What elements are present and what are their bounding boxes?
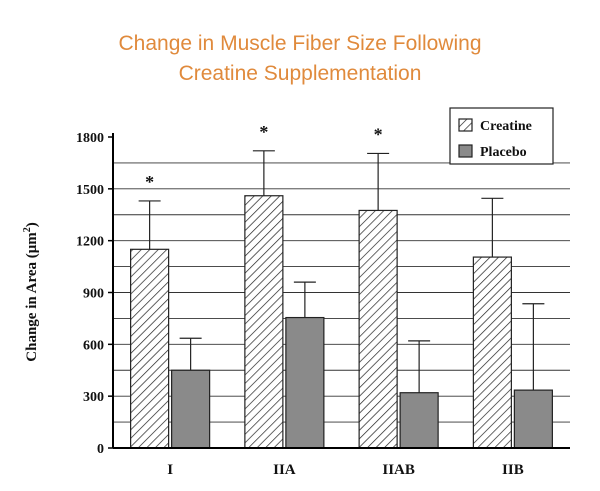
y-tick-label: 300: [83, 390, 104, 405]
legend-swatch-placebo: [458, 144, 473, 158]
significance-marker: *: [259, 122, 268, 142]
legend-label-creatine: Creatine: [480, 119, 532, 134]
legend-label-placebo: Placebo: [480, 145, 527, 160]
bar-placebo-iib: [513, 389, 553, 449]
y-tick-label: 1500: [76, 183, 104, 198]
legend: Creatine Placebo: [449, 107, 554, 165]
chart-title-line-1: Change in Muscle Fiber Size Following: [118, 32, 482, 55]
y-tick-label: 600: [83, 338, 104, 353]
significance-marker: *: [145, 172, 154, 192]
chart-title-line-2: Creatine Supplementation: [178, 62, 422, 85]
y-axis-label: Change in Area (μm2): [22, 222, 40, 361]
bar-creatine-iib: [472, 256, 512, 449]
y-tick-label: 1200: [76, 235, 104, 250]
y-tick-label: 1800: [76, 131, 104, 146]
y-tick-label: 0: [97, 442, 104, 457]
bar-placebo-i: [171, 369, 211, 449]
bar-creatine-i: [130, 248, 170, 449]
legend-swatch-creatine: [458, 118, 473, 132]
bar-creatine-iia: [244, 195, 284, 449]
y-tick-label: 900: [83, 287, 104, 302]
x-tick-label: IIB: [502, 462, 524, 478]
bar-placebo-iia: [285, 316, 325, 449]
bar-creatine-iiab: [358, 209, 398, 449]
x-tick-label: I: [167, 462, 173, 478]
x-tick-label: IIA: [273, 462, 296, 478]
x-tick-label: IIAB: [382, 462, 415, 478]
bar-placebo-iiab: [399, 392, 439, 449]
significance-marker: *: [374, 124, 383, 144]
